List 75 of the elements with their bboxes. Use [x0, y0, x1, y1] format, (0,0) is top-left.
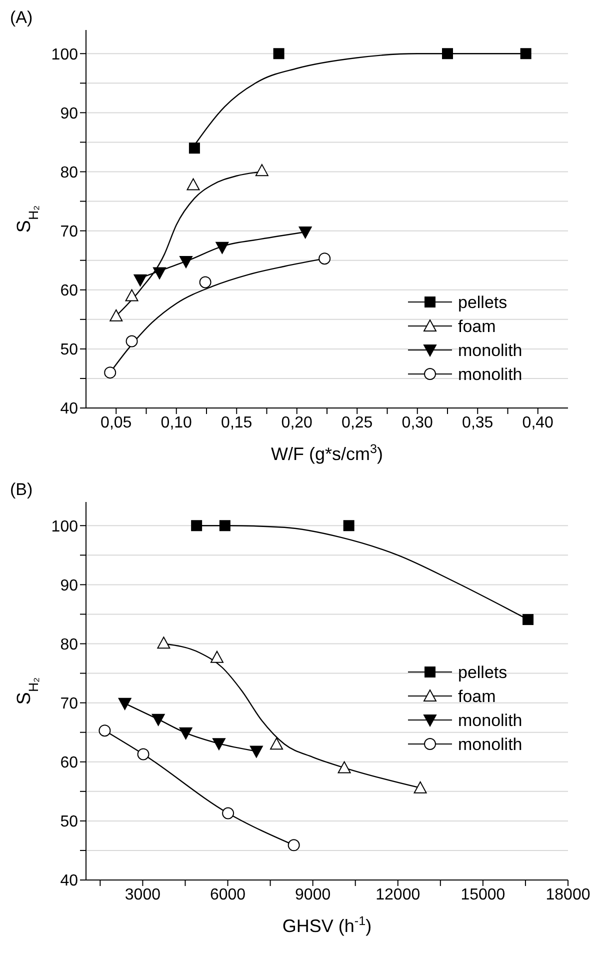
- legend-label: monolith: [458, 735, 522, 754]
- y-tick-label: 60: [60, 754, 78, 772]
- y-tick-label: 40: [60, 872, 78, 890]
- legend-label: monolith: [458, 711, 522, 730]
- point: [288, 839, 300, 852]
- point: [153, 267, 166, 280]
- point: [134, 274, 147, 286]
- point: [125, 289, 138, 302]
- point: [522, 614, 534, 626]
- y-tick-label: 50: [60, 814, 78, 831]
- point: [222, 807, 234, 820]
- point: [414, 781, 427, 794]
- point: [318, 252, 331, 265]
- legend-label: monolith: [458, 341, 522, 360]
- point: [338, 761, 351, 774]
- x-tick-label: 18000: [546, 886, 590, 904]
- x-axis-title: GHSV (h$^{-1}$): [282, 914, 372, 936]
- y-tick-label: 80: [60, 164, 78, 182]
- point: [270, 738, 284, 750]
- point: [520, 48, 532, 60]
- point: [219, 520, 230, 532]
- y-tick-label: 80: [60, 636, 78, 654]
- x-tick-label: 0,15: [221, 414, 252, 432]
- point: [104, 366, 116, 379]
- x-tick-label: 3000: [124, 886, 161, 904]
- y-tick-label: 70: [60, 695, 78, 712]
- y-tick-label: 90: [60, 577, 78, 594]
- point: [186, 178, 200, 190]
- point: [250, 746, 263, 758]
- point: [255, 164, 268, 176]
- point: [442, 48, 453, 60]
- x-axis-title: W/F (g*s/cm$^{3}$): [270, 442, 384, 464]
- point: [210, 650, 224, 663]
- y-tick-label: 100: [51, 46, 78, 64]
- chart-title: (A): [10, 8, 33, 28]
- legend-label: pellets: [458, 663, 508, 682]
- y-tick-label: 60: [60, 282, 78, 300]
- x-tick-label: 0,25: [342, 414, 373, 432]
- x-tick-label: 0,20: [281, 414, 313, 432]
- x-tick-label: 0,40: [522, 414, 554, 432]
- point: [191, 520, 202, 532]
- point: [188, 142, 200, 154]
- point: [152, 714, 165, 726]
- point: [343, 520, 354, 532]
- legend-label: pellets: [458, 293, 508, 312]
- point: [98, 724, 111, 737]
- y-tick-label: 70: [60, 223, 78, 240]
- point: [180, 256, 193, 268]
- x-tick-label: 0,10: [160, 414, 192, 432]
- point: [118, 698, 132, 710]
- point: [273, 48, 284, 60]
- y-tick-label: 40: [60, 400, 78, 418]
- x-tick-label: 0,30: [402, 414, 434, 432]
- legend-label: foam: [458, 317, 496, 336]
- x-tick-label: 0,05: [100, 414, 132, 432]
- point: [110, 309, 123, 322]
- chart-title: (B): [10, 480, 33, 500]
- x-tick-label: 6000: [210, 886, 246, 904]
- x-tick-label: 12000: [376, 886, 420, 904]
- point: [179, 727, 192, 740]
- point: [216, 242, 229, 254]
- point: [212, 738, 226, 750]
- x-tick-label: 9000: [295, 886, 331, 904]
- point: [298, 226, 312, 238]
- legend-label: foam: [458, 687, 496, 706]
- legend-label: monolith: [458, 365, 522, 384]
- point: [137, 748, 150, 760]
- y-tick-label: 90: [60, 105, 78, 122]
- x-tick-label: 0,35: [462, 414, 494, 432]
- point: [199, 276, 212, 288]
- point: [157, 636, 170, 649]
- x-tick-label: 15000: [460, 886, 506, 904]
- y-tick-label: 50: [60, 342, 78, 359]
- point: [126, 335, 138, 348]
- y-tick-label: 100: [51, 518, 78, 536]
